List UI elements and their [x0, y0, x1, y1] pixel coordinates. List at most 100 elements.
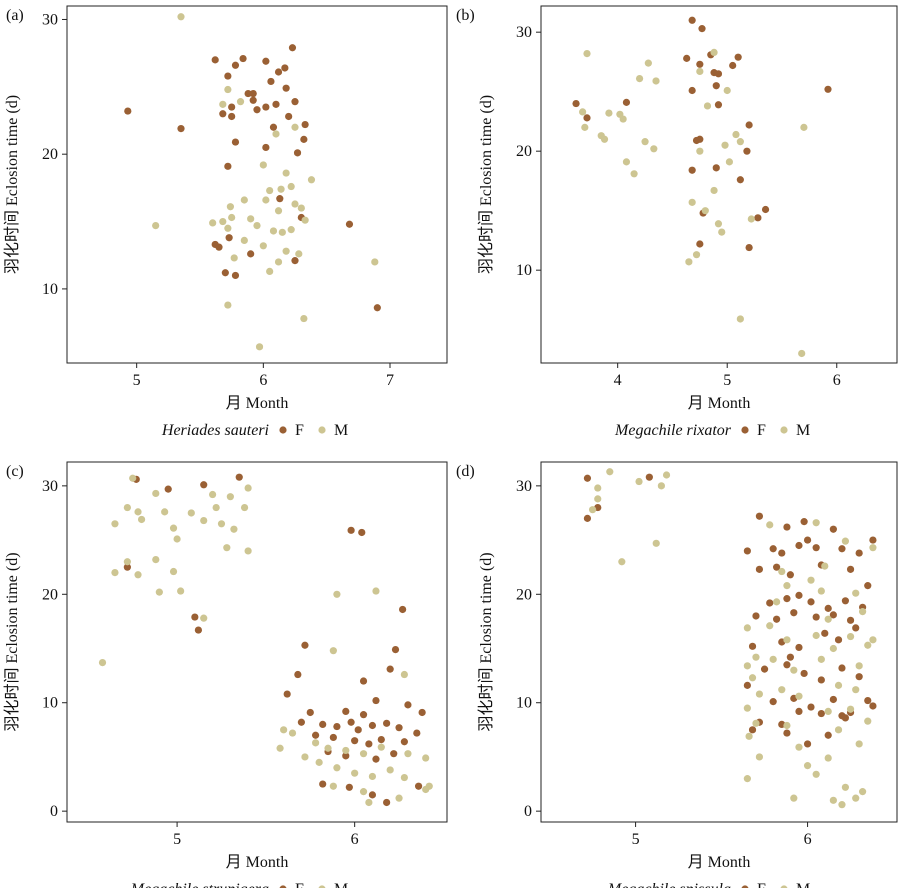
point-M [224, 224, 232, 232]
point-F [288, 44, 297, 52]
chart-svg: (a) 5 6 7 10 20 30 月 Month 羽化时间 Eclosion time (d… [3, 5, 448, 439]
point-F [221, 269, 229, 277]
chart-panel-d: (d) 5 6 0 10 20 30 月 Month 羽化时间 Eclosion time (d… [450, 444, 900, 893]
point-M [224, 301, 232, 309]
point-F [748, 726, 757, 734]
point-F [276, 195, 284, 203]
point-F [368, 791, 377, 799]
point-M [855, 662, 863, 670]
point-M [721, 141, 729, 149]
point-M [244, 484, 252, 492]
point-F [817, 709, 825, 718]
point-F [347, 526, 355, 534]
point-M [605, 109, 613, 117]
point-F [829, 611, 837, 619]
point-M [287, 226, 295, 234]
point-M [301, 216, 309, 224]
point-F [282, 84, 290, 92]
point-M [169, 524, 178, 532]
point-M [212, 503, 220, 512]
point-F [269, 123, 278, 131]
point-M [386, 766, 394, 774]
point-F [736, 176, 744, 184]
point-M [790, 794, 798, 802]
point-F [755, 512, 764, 520]
chart-panel-b: (b) 4 5 6 10 20 30 月 Month 羽化时间 Eclosion time (d… [450, 0, 900, 444]
point-F [342, 707, 350, 715]
point-M [134, 571, 142, 579]
point-F [783, 523, 791, 531]
point-F [783, 729, 791, 737]
point-F [714, 101, 723, 109]
x-tick-label: 4 [614, 372, 622, 389]
point-M [641, 138, 649, 146]
point-F [692, 136, 701, 145]
point-F [688, 86, 696, 95]
point-M [259, 161, 267, 169]
panel-label: (d) [456, 463, 475, 480]
point-F [869, 536, 877, 544]
point-M [662, 471, 671, 479]
point-F [698, 25, 706, 33]
point-M [240, 196, 248, 204]
point-M [743, 775, 751, 783]
point-M [255, 343, 264, 351]
point-M [783, 636, 791, 644]
point-M [855, 740, 863, 748]
point-F [824, 85, 832, 93]
legend-species-name: Megachile spissula [607, 881, 731, 888]
point-M [274, 207, 283, 215]
point-M [817, 587, 825, 595]
point-M [618, 558, 626, 566]
point-M [236, 98, 245, 106]
point-M [297, 204, 305, 212]
point-M [137, 515, 146, 524]
x-axis-label: 月 Month [226, 395, 289, 412]
point-M [359, 788, 368, 796]
point-F [249, 89, 257, 98]
panel-label: (a) [6, 7, 24, 24]
legend-label-M: M [796, 422, 810, 439]
legend-label-M: M [796, 881, 810, 888]
point-M [209, 219, 217, 227]
point-F [864, 582, 872, 590]
point-M [600, 135, 609, 143]
point-M [852, 794, 860, 802]
point-M [372, 587, 380, 595]
point-F [783, 661, 791, 669]
point-M [732, 130, 740, 139]
point-M [652, 77, 660, 85]
point-F [583, 474, 592, 482]
point-F [359, 677, 368, 685]
x-tick-label: 5 [173, 831, 181, 848]
chart-panel-c: (c) 5 6 0 10 20 30 月 Month 羽化时间 Eclosion time (d… [0, 444, 450, 893]
point-M [365, 798, 373, 807]
point-M [710, 48, 718, 57]
point-M [228, 213, 236, 222]
point-F [821, 629, 829, 637]
point-F [572, 99, 580, 108]
point-F [383, 719, 391, 727]
point-M [276, 744, 284, 752]
point-F [386, 665, 394, 673]
point-M [745, 732, 753, 740]
point-F [786, 571, 794, 579]
legend-label-F: F [295, 422, 304, 439]
point-F [219, 110, 227, 118]
point-F [300, 135, 308, 143]
point-M [834, 726, 843, 734]
y-tick-label: 30 [516, 24, 532, 41]
point-M [841, 783, 850, 791]
point-F [391, 645, 400, 654]
point-F [778, 549, 786, 557]
point-F [829, 525, 837, 533]
point-M [368, 772, 377, 781]
point-F [244, 89, 252, 98]
point-M [755, 690, 764, 698]
point-F [272, 100, 280, 108]
point-M [307, 176, 316, 184]
point-F [766, 599, 774, 607]
point-M [630, 170, 638, 178]
point-M [743, 704, 751, 712]
y-tick-label: 10 [42, 695, 58, 712]
